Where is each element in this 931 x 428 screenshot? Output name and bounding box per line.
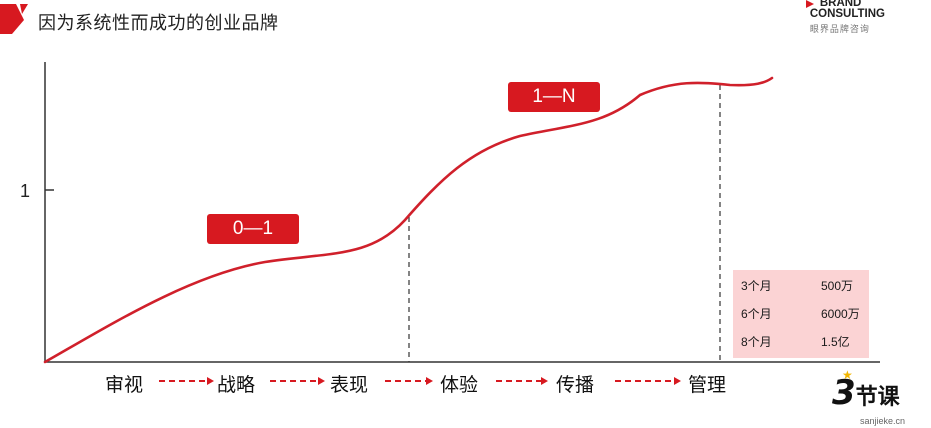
brand-line-1: BRAND: [819, 0, 862, 9]
arrow-head-2: [318, 377, 325, 385]
star-icon: ★: [842, 368, 853, 382]
brand-logo: BRAND CONSULTING 眼界品牌咨询: [805, 0, 885, 35]
step-communication: 传播: [556, 374, 595, 396]
stat-row: 8个月 1.5亿: [741, 333, 865, 351]
stat-row: 3个月 500万: [741, 277, 865, 295]
badge-one-to-n: 1—N: [508, 82, 600, 112]
stat-period: 6个月: [741, 307, 772, 321]
step-strategy: 战略: [217, 374, 256, 396]
arrow-head-4: [541, 377, 548, 385]
step-expression: 表现: [330, 374, 369, 396]
stat-value: 1.5亿: [821, 335, 850, 349]
stat-row: 6个月 6000万: [741, 305, 865, 323]
brand-line-2: CONSULTING: [809, 8, 885, 20]
step-experience: 体验: [440, 374, 479, 396]
logo-mark: 3: [832, 373, 856, 413]
brand-line-3: 眼界品牌咨询: [809, 24, 870, 34]
arrow-head-1: [207, 377, 214, 385]
stat-period: 8个月: [741, 335, 772, 349]
step-management: 管理: [688, 374, 727, 396]
stats-table: 3个月 500万 6个月 6000万 8个月 1.5亿: [733, 270, 869, 358]
logo-url: sanjieke.cn: [860, 416, 906, 426]
slide-title: 因为系统性而成功的创业品牌: [38, 13, 279, 34]
y-tick-label: 1: [20, 181, 30, 201]
brand-mark-icon: [805, 0, 814, 8]
sanjieke-logo: ★ 3节课 sanjieke.cn: [832, 368, 905, 426]
arrow-heads: [207, 377, 681, 385]
logo-name: 节课: [855, 385, 900, 410]
arrow-head-3: [426, 377, 433, 385]
growth-curve: [43, 76, 774, 364]
title-accent-shape: [0, 4, 28, 34]
stat-value: 500万: [821, 279, 854, 293]
step-review: 审视: [105, 374, 144, 396]
stat-period: 3个月: [741, 279, 772, 293]
badge-zero-to-one: 0—1: [207, 214, 299, 244]
arrow-head-5: [674, 377, 681, 385]
stat-value: 6000万: [821, 307, 860, 321]
